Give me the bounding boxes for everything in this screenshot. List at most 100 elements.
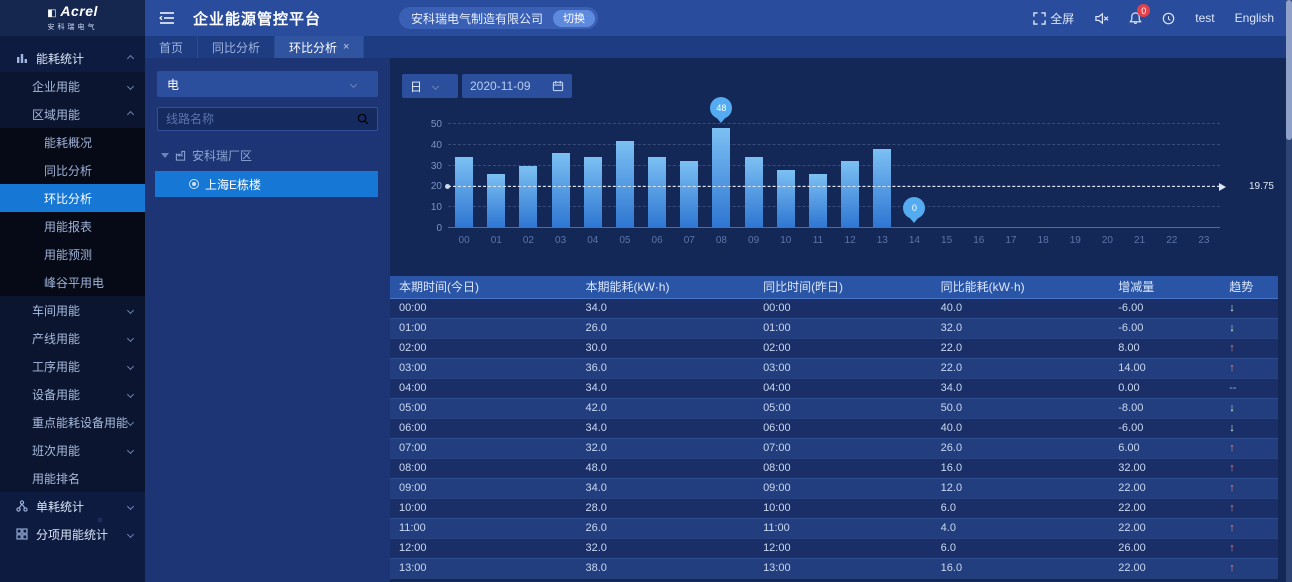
- menu-fold-icon[interactable]: [159, 11, 175, 25]
- notifications-button[interactable]: 0: [1129, 4, 1151, 25]
- chart-plot-area: 0 10 20 30 40 50 00 01 02 03 04 05 06 07 08 09 10 11 12 13 1…: [431, 97, 1274, 246]
- table-cell: 38.0: [576, 558, 755, 579]
- table-cell: 48.0: [576, 458, 755, 479]
- bar-07[interactable]: [680, 161, 699, 228]
- sidebar-item-能耗概况[interactable]: 能耗概况: [0, 128, 145, 156]
- switch-company-button[interactable]: 切换: [553, 9, 596, 27]
- energy-type-select[interactable]: 电: [157, 71, 378, 97]
- y-axis-tick: 40: [430, 139, 442, 151]
- sidebar-item-设备用能[interactable]: 设备用能: [0, 380, 145, 408]
- sidebar-item-重点能耗设备用能[interactable]: 重点能耗设备用能: [0, 408, 145, 436]
- sidebar: Acrel 安科瑞电气 能耗统计企业用能区域用能能耗概况同比分析环比分析用能报表…: [0, 0, 145, 582]
- table-cell: 34.0: [576, 378, 755, 399]
- sidebar-item-用能排名[interactable]: 用能排名: [0, 464, 145, 492]
- bar-08[interactable]: [712, 128, 731, 228]
- table-cell: 28.0: [576, 498, 755, 519]
- tab-bar: 首页 同比分析 环比分析 ×: [145, 36, 1292, 58]
- y-axis-tick: 20: [430, 181, 442, 193]
- energy-type-value: 电: [167, 77, 180, 92]
- tree-node-root[interactable]: 安科瑞厂区: [145, 143, 390, 167]
- sidebar-item-环比分析[interactable]: 环比分析: [0, 184, 145, 212]
- sidebar-item-label: 工序用能: [32, 359, 81, 374]
- top-header: 企业能源管控平台 安科瑞电气制造有限公司 切换 全屏 0 test Englis…: [145, 0, 1292, 36]
- sidebar-item-单耗统计[interactable]: 单耗统计: [0, 492, 145, 520]
- table-header-cell: 趋势: [1220, 276, 1278, 299]
- bar-05[interactable]: [615, 140, 634, 228]
- tab-close-icon[interactable]: ×: [343, 41, 350, 53]
- bar-13[interactable]: [873, 148, 892, 228]
- mute-button[interactable]: [1094, 12, 1109, 25]
- bar-01[interactable]: [487, 173, 506, 228]
- tab-item[interactable]: 环比分析 ×: [275, 36, 365, 58]
- table-cell: 05:00: [390, 398, 577, 419]
- sidebar-item-用能报表[interactable]: 用能报表: [0, 212, 145, 240]
- bar-10[interactable]: [776, 169, 795, 228]
- chevron-down-icon: [126, 306, 135, 314]
- notification-badge: 0: [1137, 4, 1151, 17]
- period-value: 日: [410, 79, 423, 94]
- bar-12[interactable]: [841, 161, 860, 228]
- y-axis-tick: 0: [436, 223, 442, 234]
- table-cell: 16.0: [931, 458, 1110, 479]
- sidebar-item-分项用能统计[interactable]: 分项用能统计: [0, 520, 145, 548]
- average-label: 19.75: [1248, 180, 1274, 192]
- table-row: 00:00 34.0 00:00 40.0 -6.00 ↓: [390, 298, 1278, 319]
- table-cell: 6.00: [1109, 438, 1221, 459]
- tree-node-selected[interactable]: 上海E栋楼: [155, 171, 378, 197]
- table-header-cell: 同比时间(昨日): [754, 276, 932, 299]
- brand-logo: Acrel 安科瑞电气: [0, 0, 145, 36]
- table-header-cell: 本期时间(今日): [390, 276, 577, 299]
- table-cell: 30.0: [576, 338, 755, 359]
- line-search-input[interactable]: [166, 112, 357, 126]
- sidebar-item-label: 用能报表: [44, 219, 93, 234]
- bar-06[interactable]: [648, 157, 667, 228]
- device-tree: 安科瑞厂区 上海E栋楼: [145, 143, 390, 197]
- table-cell: 10:00: [754, 498, 932, 519]
- table-cell: 05:00: [754, 398, 932, 419]
- x-axis-tick: 21: [1134, 235, 1146, 246]
- table-cell: 12:00: [390, 538, 577, 559]
- search-icon[interactable]: [357, 113, 369, 125]
- sidebar-item-企业用能[interactable]: 企业用能: [0, 72, 145, 100]
- user-menu[interactable]: test: [1195, 11, 1215, 25]
- sidebar-item-班次用能[interactable]: 班次用能: [0, 436, 145, 464]
- bar-11[interactable]: [808, 173, 827, 228]
- sidebar-item-峰谷平用电[interactable]: 峰谷平用电: [0, 268, 145, 296]
- help-button[interactable]: [1162, 12, 1175, 25]
- company-pill: 安科瑞电气制造有限公司 切换: [399, 7, 599, 29]
- x-axis-tick: 18: [1037, 235, 1049, 246]
- bar-03[interactable]: [551, 153, 570, 228]
- table-row: 10:00 28.0 10:00 6.0 22.00 ↑: [390, 498, 1278, 519]
- chevron-down-icon: [126, 418, 135, 426]
- table-cell-trend: ↑: [1220, 538, 1278, 559]
- table-cell: 08:00: [754, 458, 932, 479]
- sidebar-item-车间用能[interactable]: 车间用能: [0, 296, 145, 324]
- fullscreen-icon: [1033, 11, 1047, 25]
- tab-item[interactable]: 同比分析: [198, 36, 276, 58]
- bar-02[interactable]: [519, 165, 538, 228]
- fullscreen-button[interactable]: 全屏: [1033, 10, 1074, 27]
- table-cell: 22.00: [1109, 478, 1221, 499]
- bar-09[interactable]: [744, 157, 763, 228]
- table-row: 04:00 34.0 04:00 34.0 0.00 --: [390, 378, 1278, 399]
- sidebar-item-label: 班次用能: [32, 443, 81, 458]
- table-cell: 07:00: [754, 438, 932, 459]
- sidebar-item-区域用能[interactable]: 区域用能: [0, 100, 145, 128]
- sidebar-item-产线用能[interactable]: 产线用能: [0, 324, 145, 352]
- table-cell: 13:00: [754, 558, 932, 579]
- table-cell: 22.0: [931, 358, 1110, 379]
- period-select[interactable]: 日: [402, 74, 458, 98]
- scrollbar-thumb[interactable]: [1286, 0, 1292, 140]
- sidebar-item-用能预测[interactable]: 用能预测: [0, 240, 145, 268]
- tab-item[interactable]: 首页: [145, 36, 199, 58]
- x-axis-tick: 12: [844, 235, 856, 246]
- sidebar-item-能耗统计[interactable]: 能耗统计: [0, 44, 145, 72]
- bar-00[interactable]: [455, 157, 474, 228]
- sidebar-item-同比分析[interactable]: 同比分析: [0, 156, 145, 184]
- language-switch[interactable]: English: [1234, 11, 1274, 25]
- sidebar-item-工序用能[interactable]: 工序用能: [0, 352, 145, 380]
- date-picker[interactable]: 2020-11-09: [462, 74, 572, 98]
- x-axis-tick: 13: [876, 235, 888, 246]
- bar-04[interactable]: [583, 157, 602, 228]
- table-cell-trend: ↑: [1220, 338, 1278, 359]
